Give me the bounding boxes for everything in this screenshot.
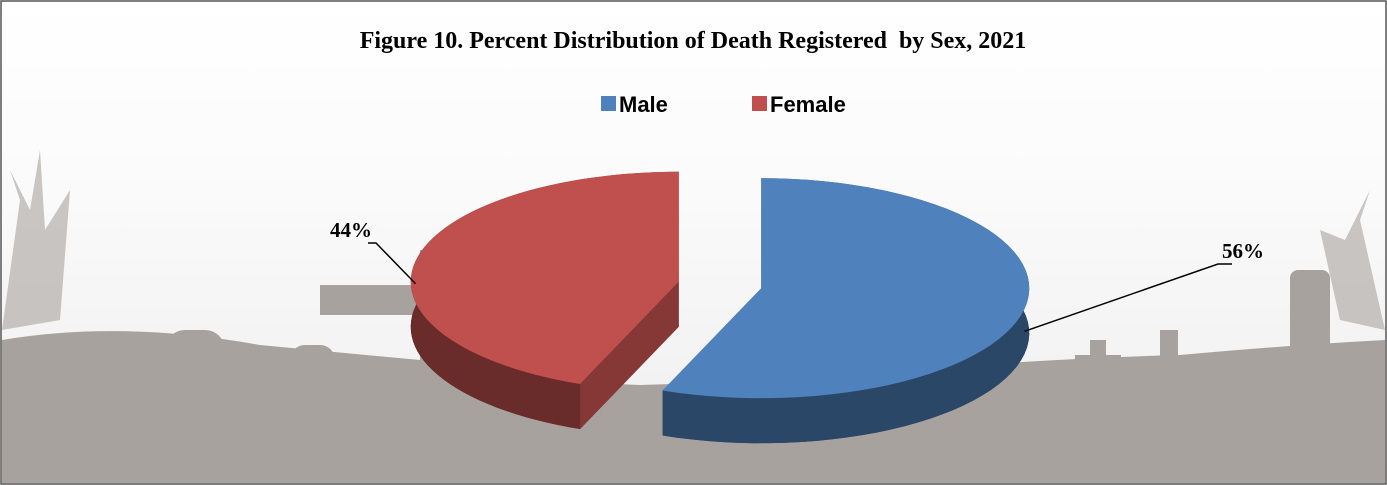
chart-title: Figure 10. Percent Distribution of Death…	[360, 28, 1027, 54]
chart: Figure 10. Percent Distribution of Death…	[0, 0, 1387, 485]
legend-swatch	[601, 96, 616, 111]
legend-swatch	[752, 96, 767, 111]
page: Figure 10. Percent Distribution of Death…	[0, 0, 1387, 485]
legend-label: Male	[619, 92, 668, 117]
data-label: 44%	[330, 218, 372, 242]
legend-label: Female	[770, 92, 846, 117]
data-label: 56%	[1222, 239, 1264, 263]
